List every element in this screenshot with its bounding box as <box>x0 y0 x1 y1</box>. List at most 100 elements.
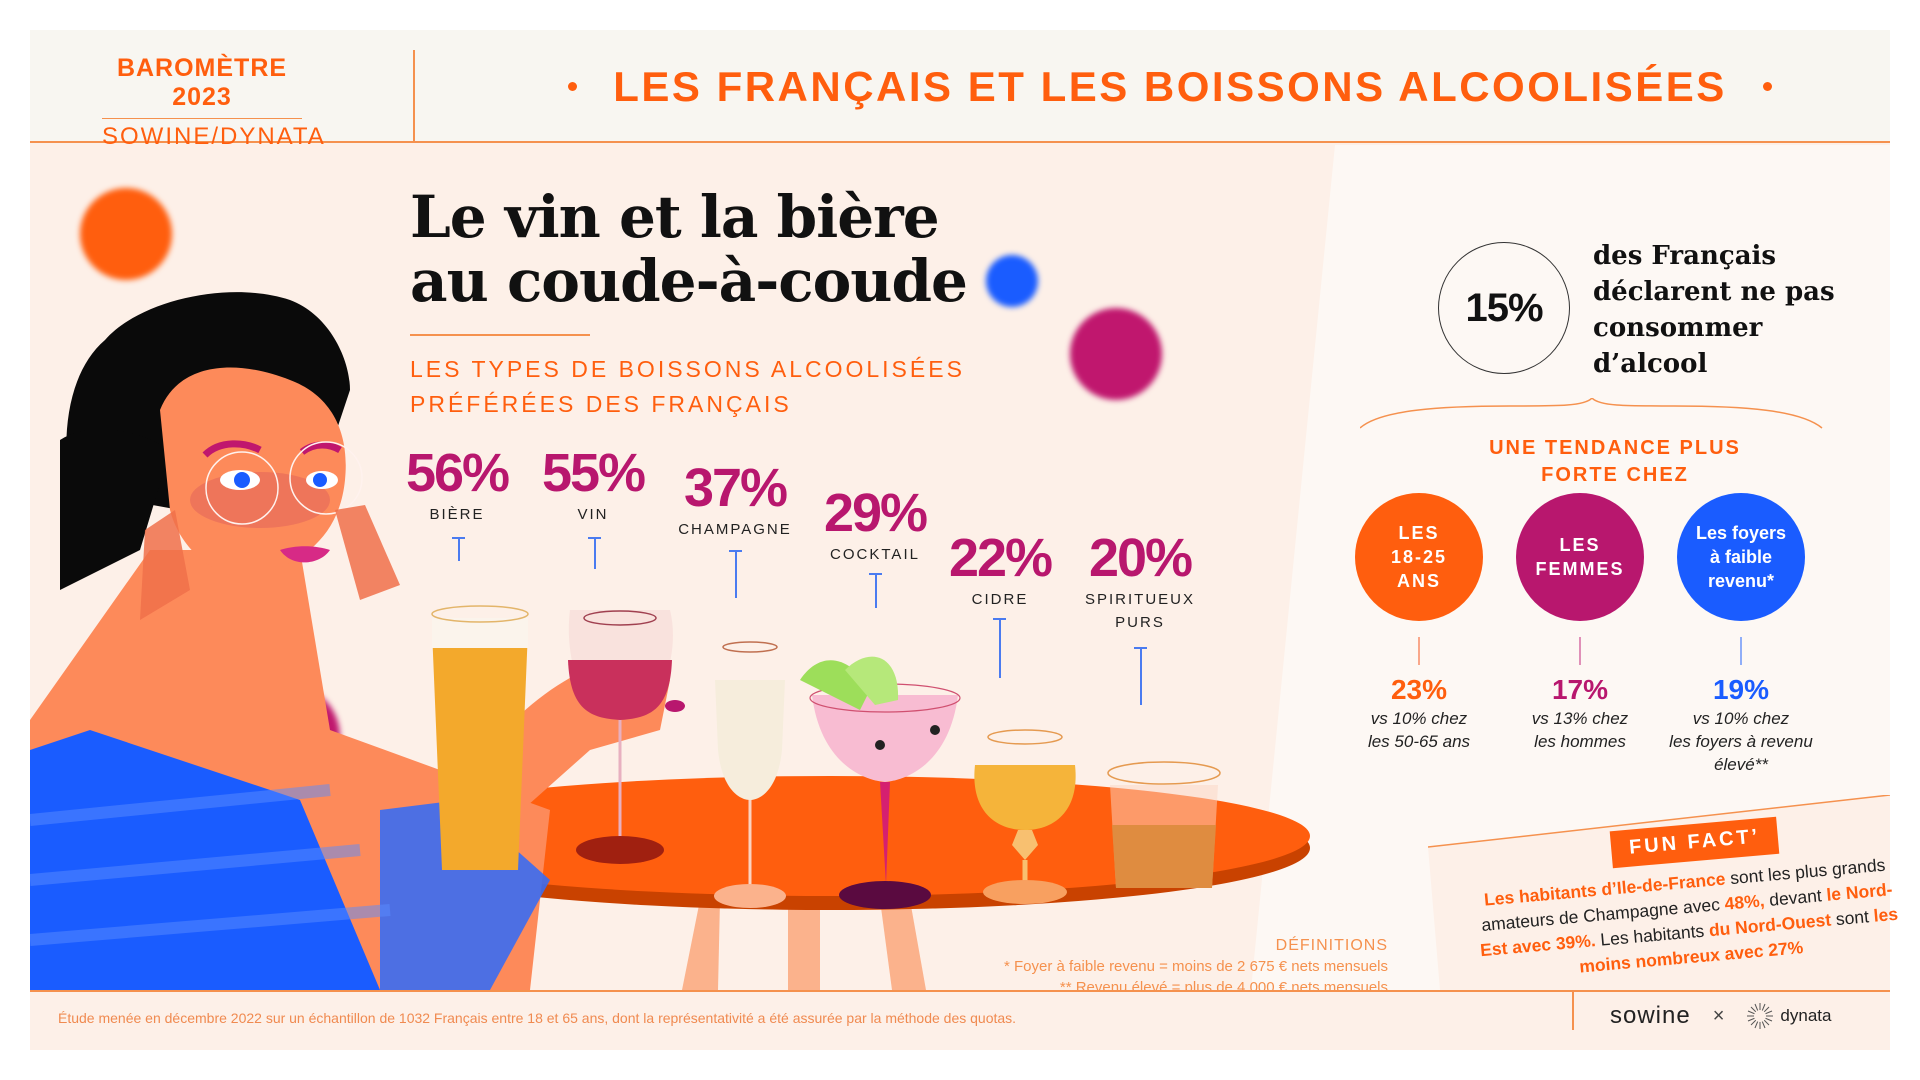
segment-label-line: ANS <box>1396 571 1441 591</box>
segment-percent: 17% <box>1551 674 1609 705</box>
section-subheading: LES TYPES DE BOISSONS ALCOOLISÉES PRÉFÉR… <box>410 352 965 422</box>
methodology-note: Étude menée en décembre 2022 sur un écha… <box>58 1010 1017 1026</box>
pointer-line <box>730 550 741 598</box>
drink-label: SPIRITUEUX <box>1084 591 1195 608</box>
pointer-line <box>994 618 1005 678</box>
drink-stat-spiritueux: 20% SPIRITUEUX PURS <box>1070 530 1210 634</box>
drink-percent: 56% <box>405 443 510 503</box>
footer: Étude menée en décembre 2022 sur un écha… <box>30 990 1890 1050</box>
funfact-text-span: sont <box>1830 905 1875 930</box>
comparison-line: les hommes <box>1534 732 1626 751</box>
funfact-highlight: 48%, <box>1723 890 1766 914</box>
pointer-line <box>589 537 600 569</box>
pointer-line <box>453 537 464 561</box>
segment-connector <box>1740 637 1742 665</box>
table-leg <box>682 900 720 990</box>
drink-stat-cidre: 22% CIDRE <box>945 530 1055 611</box>
nonconsumer-line-3: consommer <box>1593 313 1763 343</box>
header-divider <box>413 50 415 143</box>
definitions: DÉFINITIONS * Foyer à faible revenu = mo… <box>1004 935 1388 998</box>
main-title-text: LES FRANÇAIS ET LES BOISSONS ALCOOLISÉES <box>613 62 1727 110</box>
trend-line-1: UNE TENDANCE PLUS <box>1489 437 1741 459</box>
cocktail-glass <box>812 695 958 782</box>
beer-glass <box>432 630 528 870</box>
funfact-text: Les habitants d’Ile-de-France sont les p… <box>1474 852 1901 988</box>
blue-blob-decoration <box>986 255 1038 307</box>
funfact-tag: FUN FACT’ <box>1609 816 1780 869</box>
segment-comparison: vs 10% chez les foyers à revenu élevé** <box>1641 707 1841 776</box>
trend-heading: UNE TENDANCE PLUS FORTE CHEZ <box>1470 435 1760 489</box>
barometre-label: BAROMÈTRE 2023 <box>102 54 302 119</box>
drink-label-line-2: PURS <box>1115 614 1165 631</box>
partner-logos: sowine × dynata <box>1610 1002 1831 1030</box>
nonconsumer-percent-circle: 15% <box>1438 242 1570 374</box>
comparison-line: vs 10% chez <box>1692 709 1790 728</box>
segment-bubble: LES FEMMES <box>1516 493 1644 621</box>
comparison-line: élevé** <box>1714 755 1768 774</box>
subhead-line-1: LES TYPES DE BOISSONS ALCOOLISÉES <box>410 356 965 382</box>
bullet-dot-icon <box>1762 82 1772 91</box>
infographic: BAROMÈTRE 2023 SOWINE/DYNATA LES FRANÇAI… <box>30 30 1899 1050</box>
headline-line-2: au coude-à-coude <box>410 247 968 315</box>
drink-label: VIN <box>577 506 609 523</box>
segment-percent: 23% <box>1390 674 1448 705</box>
nonconsumer-line-1: des Français <box>1593 241 1777 271</box>
segment-label-line: Les foyers <box>1695 523 1787 543</box>
drink-stat-champagne: 37% CHAMPAGNE <box>660 460 810 541</box>
segment-comparison: vs 13% chez les hommes <box>1480 707 1680 753</box>
comparison-line: les foyers à revenu <box>1669 732 1813 751</box>
segment-label-line: à faible <box>1709 547 1772 567</box>
definition-low-income: * Foyer à faible revenu = moins de 2 675… <box>1004 958 1388 975</box>
header: BAROMÈTRE 2023 SOWINE/DYNATA LES FRANÇAI… <box>30 30 1890 150</box>
drink-percent: 22% <box>948 528 1053 588</box>
drink-stat-cocktail: 29% COCKTAIL <box>810 485 940 566</box>
pointer-line <box>870 573 881 608</box>
drink-stat-vin: 55% VIN <box>538 445 648 526</box>
definitions-title: DÉFINITIONS <box>1275 937 1388 954</box>
drink-label: COCKTAIL <box>830 546 920 563</box>
orange-blob-decoration <box>80 188 172 280</box>
funfact-text-span: Les habitants <box>1594 920 1710 951</box>
comparison-line: vs 13% chez <box>1531 709 1629 728</box>
drink-label: BIÈRE <box>429 506 485 523</box>
table-top <box>350 776 1310 896</box>
segment-connector <box>1579 637 1581 665</box>
brand-block: BAROMÈTRE 2023 SOWINE/DYNATA <box>102 54 324 151</box>
trend-line-2: FORTE CHEZ <box>1541 464 1689 486</box>
segment-label-line: FEMMES <box>1535 559 1625 579</box>
drink-label: CHAMPAGNE <box>678 521 792 538</box>
champagne-glass <box>715 680 785 800</box>
nonconsumer-line-4: d’alcool <box>1593 349 1708 379</box>
headline-divider <box>410 334 590 336</box>
times-icon: × <box>1712 1004 1725 1027</box>
segment-femmes: LES FEMMES 17% vs 13% chez les hommes <box>1516 493 1644 753</box>
segment-label-line: 18-25 <box>1390 547 1448 567</box>
drink-percent: 37% <box>683 458 788 518</box>
dynata-burst-icon <box>1747 1003 1774 1029</box>
funfact-text-span: devant <box>1763 884 1828 911</box>
magenta-blob-decoration <box>1070 308 1162 400</box>
curly-brace-icon <box>1360 398 1823 429</box>
drink-stat-biere: 56% BIÈRE <box>402 445 512 526</box>
comparison-line: vs 10% chez <box>1370 709 1468 728</box>
nonconsumer-line-2: déclarent ne pas <box>1593 277 1835 307</box>
pointer-line <box>1135 647 1146 705</box>
segment-bubble: Les foyers à faible revenu* <box>1677 493 1805 621</box>
illustration <box>30 292 1310 990</box>
drink-percent: 55% <box>541 443 646 503</box>
table-leg <box>880 900 926 990</box>
nonconsumer-text: des Français déclarent ne pas consommer … <box>1593 238 1835 382</box>
segment-faible-revenu: Les foyers à faible revenu* 19% vs 10% c… <box>1669 493 1813 776</box>
drink-label: CIDRE <box>971 591 1029 608</box>
segment-bubble: LES 18-25 ANS <box>1355 493 1483 621</box>
dynata-logo: dynata <box>1746 1002 1831 1030</box>
section-headline: Le vin et la bière au coude-à-coude <box>410 185 968 315</box>
bullet-dot-icon <box>568 82 578 91</box>
dynata-wordmark: dynata <box>1780 1006 1832 1025</box>
comparison-line: les 50-65 ans <box>1367 732 1471 751</box>
sowine-logo: sowine <box>1610 1002 1691 1029</box>
segment-label-line: revenu* <box>1707 571 1775 591</box>
cider-glass <box>974 765 1076 830</box>
table-leg <box>788 900 820 990</box>
segment-percent: 19% <box>1712 674 1770 705</box>
